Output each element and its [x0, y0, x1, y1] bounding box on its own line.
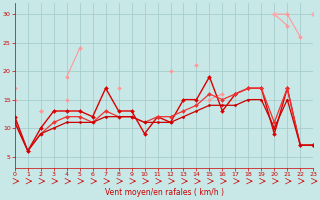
X-axis label: Vent moyen/en rafales ( km/h ): Vent moyen/en rafales ( km/h ) — [105, 188, 224, 197]
